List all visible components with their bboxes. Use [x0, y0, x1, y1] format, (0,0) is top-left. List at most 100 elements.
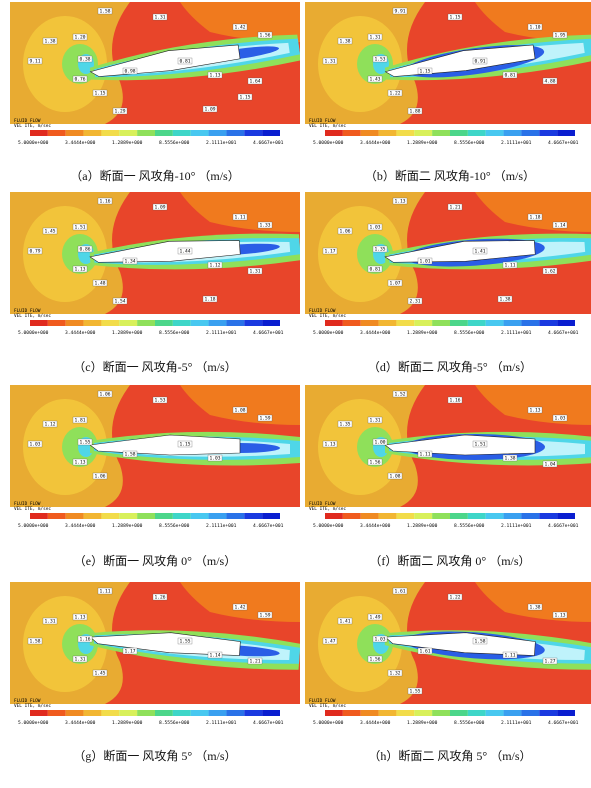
contour-panel-c: FLUID FLOW VEL ITE, m/sec 5.0000e+000 3.444… — [10, 192, 300, 344]
contour-panel-a: FLUID FLOW VEL ITE, m/sec 5.0000e+000 3.444… — [10, 2, 300, 154]
legend-swatch — [557, 710, 575, 716]
legend-swatch — [414, 320, 433, 326]
contour-label: 1.53 — [152, 396, 168, 404]
deck-section — [384, 632, 536, 656]
legend-value: 4.6667e+001 — [253, 330, 284, 336]
legend-swatch — [503, 710, 522, 716]
svg-text:1.38: 1.38 — [340, 39, 351, 45]
svg-text:1.35: 1.35 — [340, 422, 351, 428]
svg-text:1.47: 1.47 — [325, 639, 336, 645]
legend-swatch — [65, 320, 84, 326]
legend-swatch — [396, 130, 415, 136]
legend-swatch — [396, 513, 415, 519]
wake-plume — [89, 630, 300, 670]
contour-panel-e: FLUID FLOW VEL ITE, m/sec 5.0000e+000 3.444… — [10, 385, 300, 537]
legend-value: 2.1111e+001 — [501, 523, 532, 529]
legend-value: 4.6667e+001 — [548, 140, 579, 146]
legend-value: 8.5556e+000 — [159, 720, 190, 726]
plot-header-line-1: FLUID FLOW — [309, 501, 336, 507]
contour-label: 1.38 — [337, 37, 353, 45]
contour-label: 1.58 — [122, 450, 138, 458]
svg-text:1.16: 1.16 — [450, 398, 461, 404]
svg-text:1.56: 1.56 — [370, 460, 381, 466]
contour-label: 1.08 — [232, 406, 248, 414]
legend-swatch — [83, 130, 102, 136]
legend-swatch — [155, 710, 173, 716]
contour-label: 1.13 — [552, 611, 568, 619]
legend-swatch — [208, 710, 227, 716]
contour-label: 1.31 — [72, 655, 88, 663]
svg-text:1.31: 1.31 — [75, 657, 86, 663]
contour-label: 1.38 — [497, 295, 513, 303]
color-legend — [325, 513, 575, 519]
legend-swatch — [155, 320, 173, 326]
svg-text:1.01: 1.01 — [420, 259, 431, 265]
svg-text:0.86: 0.86 — [80, 247, 91, 253]
legend-value: 2.1111e+001 — [206, 140, 237, 146]
legend-swatch — [101, 513, 120, 519]
legend-swatch — [342, 710, 361, 716]
contour-label: 1.06 — [97, 390, 113, 398]
contour-label: 1.44 — [177, 247, 193, 255]
contour-label: 1.58 — [472, 637, 488, 645]
contour-label: 1.03 — [367, 223, 383, 231]
contour-label: 0.81 — [502, 71, 518, 79]
svg-text:1.13: 1.13 — [75, 615, 86, 621]
svg-text:1.56: 1.56 — [260, 33, 271, 39]
legend-swatch — [30, 130, 48, 136]
legend-swatch — [342, 320, 361, 326]
legend-value: 4.6667e+001 — [548, 720, 579, 726]
svg-text:1.11: 1.11 — [505, 653, 516, 659]
contour-label: 1.21 — [447, 203, 463, 211]
svg-text:1.15: 1.15 — [420, 69, 431, 75]
legend-swatch — [119, 513, 138, 519]
color-legend — [30, 513, 280, 519]
legend-swatch — [226, 710, 245, 716]
svg-text:1.61: 1.61 — [395, 589, 406, 595]
legend-swatch — [262, 320, 280, 326]
contour-label: 1.15 — [237, 93, 253, 101]
svg-text:1.31: 1.31 — [155, 15, 166, 21]
svg-text:1.17: 1.17 — [125, 649, 136, 655]
svg-text:1.22: 1.22 — [450, 595, 461, 601]
contour-label: 1.16 — [77, 635, 93, 643]
contour-label: 1.09 — [202, 105, 218, 113]
svg-text:1.03: 1.03 — [370, 225, 381, 231]
svg-text:1.13: 1.13 — [555, 613, 566, 619]
contour-label: 1.31 — [247, 267, 263, 275]
legend-value: 5.0000e+000 — [313, 523, 344, 529]
contour-label: 1.29 — [112, 107, 128, 115]
svg-text:1.13: 1.13 — [395, 199, 406, 205]
legend-swatch — [521, 513, 540, 519]
contour-label: 1.18 — [527, 213, 543, 221]
legend-value: 8.5556e+000 — [454, 140, 485, 146]
contour-label: 1.01 — [417, 257, 433, 265]
svg-text:1.14: 1.14 — [210, 653, 221, 659]
legend-swatch — [521, 320, 540, 326]
contour-label: 1.45 — [92, 669, 108, 677]
contour-label: 1.16 — [447, 396, 463, 404]
legend-swatch — [360, 320, 379, 326]
plot-header-line-2: VEL ITE, m/sec — [309, 123, 346, 129]
contour-label: 1.55 — [177, 637, 193, 645]
svg-text:1.54: 1.54 — [115, 299, 126, 305]
legend-swatch — [226, 513, 245, 519]
svg-text:0.81: 0.81 — [370, 267, 381, 273]
contour-label: 1.06 — [92, 472, 108, 480]
contour-label: 1.21 — [247, 657, 263, 665]
svg-text:1.52: 1.52 — [395, 392, 406, 398]
legend-value: 8.5556e+000 — [159, 523, 190, 529]
legend-swatch — [450, 320, 468, 326]
legend-swatch — [226, 320, 245, 326]
contour-label: 1.18 — [202, 295, 218, 303]
legend-swatch — [190, 130, 209, 136]
contour-label: 1.42 — [232, 603, 248, 611]
contour-label: 1.51 — [72, 223, 88, 231]
legend-swatch — [30, 710, 48, 716]
contour-label: 1.31 — [367, 33, 383, 41]
contour-label: 1.31 — [42, 617, 58, 625]
svg-text:1.34: 1.34 — [125, 259, 136, 265]
contour-label: 1.33 — [257, 221, 273, 229]
